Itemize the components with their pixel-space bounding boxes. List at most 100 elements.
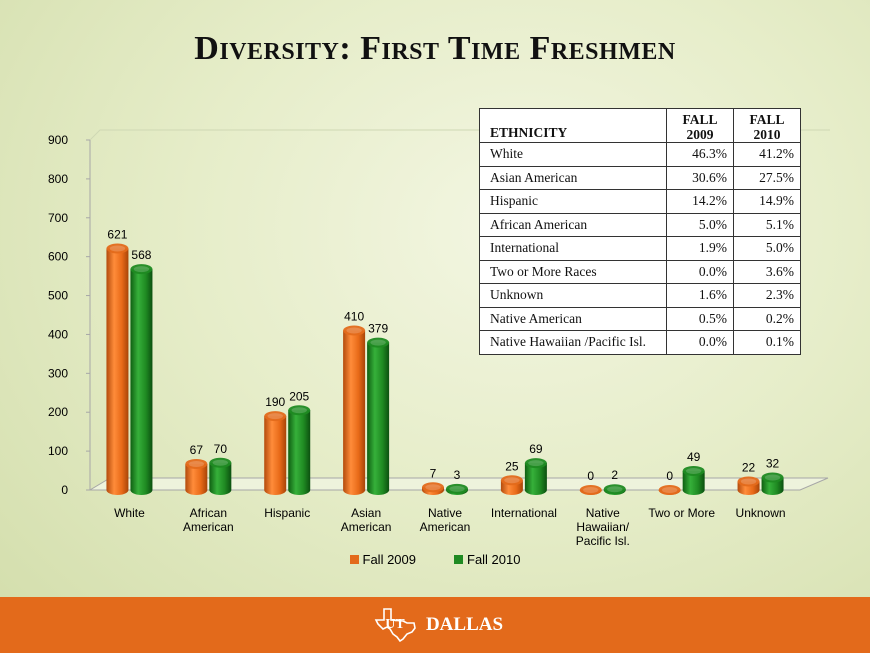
bar-highlight [504, 477, 520, 484]
data-label: 22 [742, 460, 756, 474]
table-row: African American 5.0% 5.1% [479, 212, 801, 237]
bar-cap [288, 405, 311, 416]
table-row: International 1.9% 5.0% [479, 236, 801, 261]
data-label: 621 [107, 228, 127, 242]
bar-cap [524, 458, 547, 469]
bar-body [761, 477, 784, 495]
ethnicity-cell: Native Hawaiian /Pacific Isl. [479, 330, 667, 355]
data-label: 49 [687, 450, 701, 464]
data-label: 2 [611, 468, 618, 482]
fall-2010-cell: 5.0% [733, 236, 801, 261]
bar-cap [185, 458, 208, 469]
logo-text: DALLAS [425, 614, 504, 635]
bar-cap [737, 476, 760, 487]
data-label: 67 [190, 443, 204, 457]
ethnicity-cell: African American [479, 212, 667, 237]
fall-2009-cell: 0.5% [666, 306, 734, 331]
footer-bar: UT DALLAS [0, 597, 870, 653]
header-fall-2010-line2: 2010 [753, 126, 781, 142]
bar [343, 325, 366, 495]
x-tick-label: Native [586, 506, 620, 520]
data-label: 379 [368, 322, 388, 336]
bar-body [209, 462, 232, 495]
data-label: 0 [666, 469, 673, 483]
x-tick-label: Pacific Isl. [576, 534, 630, 548]
header-fall-2010: FALL 2010 [733, 108, 801, 143]
table-row: White 46.3% 41.2% [479, 142, 801, 167]
bar [106, 243, 129, 495]
data-label: 7 [430, 466, 437, 480]
y-tick-label: 600 [48, 250, 68, 264]
legend-label-fall-2009: Fall 2009 [362, 552, 416, 567]
bar-cap [579, 485, 602, 495]
table-row: Native Hawaiian /Pacific Isl. 0.0% 0.1% [479, 330, 801, 355]
fall-2010-cell: 0.2% [733, 306, 801, 331]
logo-monogram: UT [385, 617, 405, 632]
texas-state-icon: UT [374, 608, 416, 642]
table-row: Asian American 30.6% 27.5% [479, 165, 801, 190]
header-fall-2010-line1: FALL [749, 111, 785, 127]
table-row: Two or More Races 0.0% 3.6% [479, 259, 801, 284]
header-fall-2009-line2: 2009 [686, 126, 714, 142]
x-tick-label: Asian [351, 506, 381, 520]
bar-highlight [740, 478, 757, 485]
table-row: Hispanic 14.2% 14.9% [479, 189, 801, 214]
ethnicity-cell: Unknown [479, 283, 667, 308]
fall-2009-cell: 46.3% [666, 142, 734, 167]
ethnicity-cell: Asian American [479, 165, 667, 190]
ethnicity-cell: International [479, 236, 667, 261]
fall-2010-cell: 14.9% [733, 189, 801, 214]
legend-item-fall-2009: Fall 2009 [349, 552, 416, 567]
ethnicity-table: ETHNICITY FALL 2009 FALL 2010 White 46.3% 41… [479, 108, 801, 355]
table-header-row: ETHNICITY FALL 2009 FALL 2010 [479, 108, 801, 143]
bar-cap [367, 337, 390, 348]
header-ethnicity: ETHNICITY [479, 108, 667, 143]
bar [682, 465, 705, 495]
page-title: Diversity: First Time Freshmen [194, 30, 676, 67]
bar-body [367, 342, 390, 495]
bar-cap [658, 485, 681, 495]
x-tick-label: Hispanic [264, 506, 310, 520]
bar [658, 485, 681, 495]
data-label: 568 [131, 248, 151, 262]
fall-2010-cell: 41.2% [733, 142, 801, 167]
bar [579, 485, 602, 495]
ethnicity-cell: Native American [479, 306, 667, 331]
bar-highlight [346, 327, 362, 334]
bar-body [264, 416, 287, 495]
bar-cap [761, 472, 784, 483]
x-tick-label: Hawaiian/ [576, 520, 629, 534]
fall-2010-cell: 3.6% [733, 259, 801, 284]
x-tick-label: American [183, 520, 234, 534]
bar [761, 472, 784, 495]
bar [185, 458, 208, 495]
y-tick-label: 800 [48, 172, 68, 186]
table-body: White 46.3% 41.2% Asian American 30.6% 27.5% H… [479, 142, 801, 355]
bar-highlight [133, 266, 150, 273]
fall-2009-cell: 30.6% [666, 165, 734, 190]
bar-highlight [267, 413, 283, 420]
x-tick-label: American [420, 520, 471, 534]
bar [130, 264, 153, 495]
data-label: 32 [766, 457, 780, 471]
bar [367, 337, 390, 495]
legend-swatch-fall-2010 [454, 555, 463, 564]
data-label: 25 [505, 459, 519, 473]
bar-cap [130, 264, 153, 275]
bar-highlight [607, 486, 623, 493]
y-tick-label: 100 [48, 444, 68, 458]
legend-item-fall-2010: Fall 2010 [454, 552, 520, 567]
bar [446, 483, 468, 495]
y-tick-label: 900 [48, 133, 68, 147]
data-label: 410 [344, 310, 364, 324]
bar-body [185, 463, 208, 495]
bar-cap [343, 325, 366, 336]
fall-2010-cell: 0.1% [733, 330, 801, 355]
bar-body [682, 470, 705, 495]
data-label: 70 [214, 442, 228, 456]
data-label: 69 [529, 442, 543, 456]
bar-body [106, 248, 129, 495]
x-tick-label: American [341, 520, 392, 534]
bar-highlight [291, 407, 307, 414]
bar [264, 411, 287, 495]
